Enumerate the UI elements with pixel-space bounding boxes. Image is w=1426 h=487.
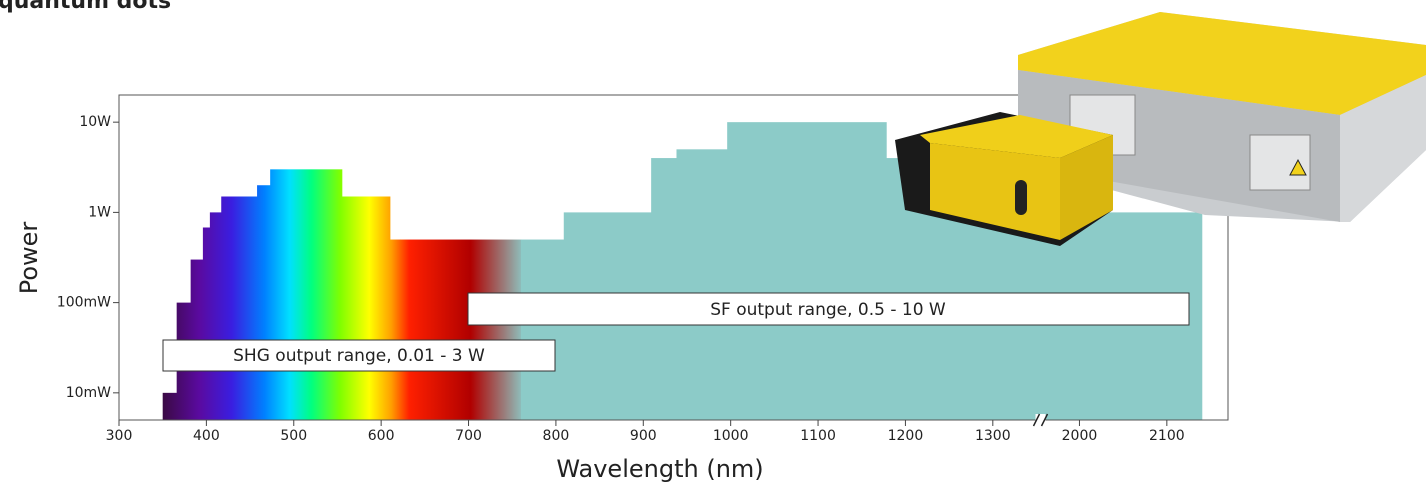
y-tick-label: 10mW bbox=[66, 385, 111, 401]
laser-large bbox=[1018, 12, 1426, 222]
x-tick-label: 400 bbox=[193, 428, 220, 444]
x-axis-label: Wavelength (nm) bbox=[556, 455, 763, 483]
axis-break bbox=[1032, 413, 1041, 427]
annotation-box bbox=[467, 292, 1190, 326]
annotation: SF output range, 0.5 - 10 W bbox=[710, 300, 946, 320]
y-tick-label: 100mW bbox=[57, 295, 111, 311]
x-tick-label: 700 bbox=[455, 428, 482, 444]
step-bar bbox=[209, 212, 222, 420]
step-bar bbox=[202, 227, 211, 420]
x-tick-label: 1000 bbox=[713, 428, 749, 444]
laser-small bbox=[895, 112, 1113, 246]
x-tick-label: 900 bbox=[630, 428, 657, 444]
x-tick-label: 2100 bbox=[1149, 428, 1185, 444]
step-bar bbox=[400, 239, 522, 420]
axis-break-gap bbox=[1035, 414, 1046, 426]
step-bar bbox=[257, 185, 271, 420]
x-tick-label: 600 bbox=[368, 428, 395, 444]
chart-title: quantum dots bbox=[0, 0, 171, 14]
step-bar bbox=[270, 169, 343, 420]
plot-area bbox=[162, 122, 1203, 421]
step-bar bbox=[520, 239, 565, 420]
x-tick-label: 1100 bbox=[800, 428, 836, 444]
annotation: SHG output range, 0.01 - 3 W bbox=[233, 346, 485, 366]
y-tick-label: 1W bbox=[88, 204, 111, 220]
step-bar bbox=[727, 122, 887, 421]
y-axis-label: Power bbox=[15, 222, 43, 295]
plot-frame bbox=[118, 94, 1229, 421]
step-bar bbox=[162, 392, 178, 420]
x-tick-label: 800 bbox=[543, 428, 570, 444]
axis-break bbox=[1040, 413, 1049, 427]
x-tick-label: 1300 bbox=[975, 428, 1011, 444]
x-tick-label: 300 bbox=[106, 428, 133, 444]
step-bar bbox=[651, 158, 677, 420]
step-bar bbox=[341, 196, 391, 420]
y-tick-label: 10W bbox=[79, 114, 111, 130]
x-tick-label: 1200 bbox=[888, 428, 924, 444]
step-bar bbox=[221, 196, 258, 420]
annotation-box bbox=[162, 339, 556, 372]
x-tick-label: 500 bbox=[280, 428, 307, 444]
step-bar bbox=[676, 149, 728, 421]
step-bar bbox=[389, 239, 401, 420]
x-tick-label: 2000 bbox=[1062, 428, 1098, 444]
